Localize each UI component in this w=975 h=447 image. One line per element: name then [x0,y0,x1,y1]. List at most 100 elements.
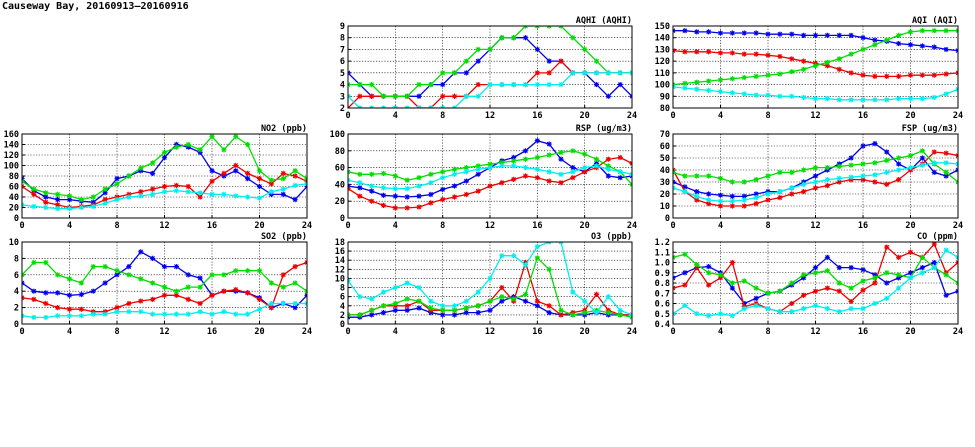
data-point-red [451,93,458,99]
data-point-red [789,300,795,307]
data-point-red [475,81,481,88]
data-point-red [463,191,469,198]
data-point-blue [245,176,251,182]
data-point-green [848,285,854,291]
data-point-green [233,268,239,274]
y-tick-label: 0.7 [655,289,670,299]
data-point-blue [150,255,156,261]
data-point-green [31,259,37,266]
data-point-cyan [245,311,251,317]
data-point-green [694,79,700,85]
data-point-cyan [463,298,469,304]
x-tick-label: 0 [19,221,24,231]
data-point-green [451,307,458,313]
data-point-blue [534,303,540,309]
data-point-green [860,46,866,53]
data-point-red [161,183,168,190]
x-tick-label: 16 [858,221,868,231]
data-point-green [404,296,410,302]
data-point-green [197,284,203,290]
data-point-green [369,307,375,313]
y-tick-label: 12 [335,265,345,275]
data-point-blue [570,165,576,171]
data-point-cyan [605,294,611,300]
x-tick-label: 4 [67,327,72,337]
data-point-green [428,171,434,177]
data-point-blue [463,70,469,76]
data-point-blue [522,298,529,304]
data-point-green [404,177,410,183]
data-point-red [173,182,179,189]
data-point-cyan [558,81,564,88]
data-point-blue [380,192,387,198]
data-point-cyan [78,204,84,211]
data-point-blue [440,81,446,88]
data-point-blue [357,185,363,191]
data-point-cyan [428,180,434,186]
data-point-green [404,93,410,99]
data-point-red [138,189,144,195]
data-point-blue [416,93,422,99]
y-tick-label: 10 [9,238,19,248]
data-point-blue [511,154,517,161]
data-point-red [245,170,251,176]
data-point-green [570,148,576,154]
data-point-green [66,193,73,199]
data-point-cyan [570,70,576,76]
data-point-blue [126,264,132,270]
data-point-cyan [150,311,156,317]
data-point-red [789,191,795,197]
data-point-green [801,66,807,72]
y-tick-label: 20 [660,190,670,200]
data-point-blue [463,178,469,184]
data-point-cyan [593,310,600,316]
data-point-cyan [463,93,469,99]
data-point-blue [812,173,819,179]
data-point-green [789,69,795,75]
y-tick-label: 0.9 [655,269,670,279]
data-point-red [605,156,611,162]
data-point-red [694,49,700,55]
data-point-green [682,251,688,257]
data-point-cyan [534,81,540,88]
data-point-cyan [451,171,458,177]
data-point-green [884,157,890,163]
data-point-blue [860,35,866,41]
series-group [673,242,958,319]
data-point-cyan [943,160,949,166]
data-point-cyan [872,172,878,178]
y-tick-label: 130 [655,45,670,55]
data-point-green [801,167,807,173]
data-point-green [943,169,949,175]
data-point-blue [90,288,96,294]
data-point-green [872,275,878,281]
data-point-cyan [209,191,215,197]
data-point-cyan [872,300,878,307]
data-point-cyan [451,303,458,309]
data-point-green [694,173,700,179]
data-point-green [280,284,286,290]
data-point-cyan [860,97,866,103]
x-tick-label: 24 [627,111,637,121]
data-point-green [546,266,552,272]
data-point-green [357,81,363,88]
data-point-red [884,181,890,187]
data-point-red [55,305,61,311]
data-point-red [487,183,493,189]
data-point-blue [440,186,446,193]
data-point-green [753,177,759,183]
data-point-green [836,56,842,62]
data-point-green [114,268,120,274]
data-point-red [292,173,298,179]
x-tick-label: 8 [440,111,445,121]
data-point-green [487,161,493,167]
x-tick-label: 20 [254,221,264,231]
data-point-red [836,288,842,294]
x-tick-label: 0 [345,221,350,231]
plot-frame [672,25,959,109]
data-point-red [836,66,842,72]
data-point-green [860,278,866,284]
x-tick-label: 8 [114,221,119,231]
